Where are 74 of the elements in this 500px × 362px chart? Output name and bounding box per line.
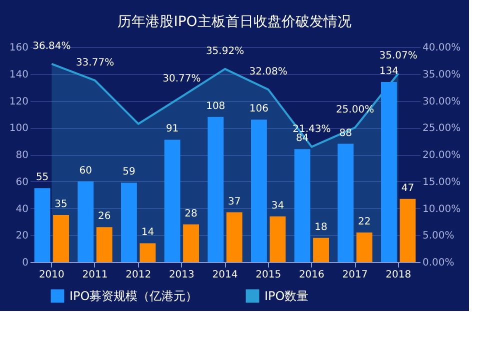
bar	[164, 140, 180, 262]
data-label: 25.00%	[336, 104, 374, 116]
data-label: 134	[379, 66, 399, 77]
y2-tick-label: 40.00%	[422, 42, 461, 54]
data-label: 106	[249, 104, 269, 115]
y-tick-label: 80	[16, 150, 28, 161]
bar	[294, 149, 310, 262]
data-label: 60	[79, 165, 92, 176]
bar	[313, 238, 329, 262]
legend-label: IPO数量	[264, 289, 309, 303]
bar	[53, 214, 69, 262]
x-tick-label: 2018	[386, 270, 412, 280]
data-label: 34	[271, 200, 284, 212]
x-tick-label: 2012	[126, 270, 152, 280]
data-label: 14	[141, 227, 154, 238]
data-label: 59	[122, 166, 136, 178]
data-label: 88	[339, 128, 352, 139]
x-tick-label: 2014	[212, 270, 238, 280]
chart-title: 历年港股IPO主板首日收盘价破发情况	[118, 14, 352, 30]
y-tick-label: 120	[9, 96, 28, 108]
bar	[338, 144, 354, 262]
data-label: 55	[36, 172, 49, 184]
data-label: 26	[98, 211, 111, 222]
data-label: 35.92%	[206, 46, 244, 57]
x-tick-label: 2016	[298, 270, 324, 280]
y2-tick-label: 15.00%	[422, 176, 461, 188]
data-label: 22	[358, 216, 371, 228]
y-tick-label: 20	[16, 230, 28, 242]
bar	[78, 181, 94, 262]
bar	[34, 188, 50, 262]
y-tick-label: 100	[9, 123, 28, 134]
data-label: 84	[296, 133, 309, 144]
bar	[400, 198, 416, 262]
bar	[121, 182, 137, 262]
data-label: 108	[206, 100, 226, 112]
x-tick-label: 2011	[82, 270, 108, 280]
data-label: 36.84%	[32, 40, 71, 52]
data-label: 91	[166, 124, 179, 135]
y2-tick-label: 20.00%	[422, 150, 461, 161]
data-label: 35	[54, 198, 68, 210]
data-label: 32.08%	[249, 66, 288, 78]
data-label: 18	[314, 222, 328, 233]
bar	[356, 232, 372, 262]
y-tick-label: 40	[16, 204, 28, 215]
y-tick-label: 140	[9, 69, 28, 80]
y2-tick-label: 25.00%	[422, 123, 461, 134]
y2-tick-label: 10.00%	[422, 204, 461, 215]
x-tick-label: 2017	[342, 270, 368, 280]
y2-tick-label: 5.00%	[422, 230, 454, 242]
x-tick-label: 2013	[168, 270, 194, 280]
data-label: 33.77%	[76, 57, 114, 68]
x-tick-label: 2015	[256, 270, 282, 280]
x-tick-label: 2010	[38, 270, 64, 280]
y-tick-label: 160	[9, 42, 28, 54]
bar	[96, 227, 112, 262]
data-label: 28	[184, 208, 198, 220]
bar	[226, 212, 242, 262]
bar	[270, 216, 286, 262]
legend-label: IPO募资规模（亿港元）	[70, 289, 198, 303]
data-label: 30.77%	[162, 74, 201, 85]
bar	[140, 243, 156, 262]
y2-tick-label: 0.00%	[422, 258, 454, 268]
data-label: 21.43%	[292, 124, 331, 135]
data-label: 37	[228, 196, 241, 208]
y-tick-label: 0	[22, 258, 28, 268]
bar	[381, 82, 397, 262]
y2-tick-label: 30.00%	[422, 96, 461, 108]
bar	[183, 224, 199, 262]
bar	[251, 120, 267, 262]
data-label: 35.07%	[379, 50, 418, 62]
data-label: 47	[401, 182, 414, 194]
y-tick-label: 60	[16, 176, 28, 188]
bar	[208, 116, 224, 262]
y2-tick-label: 35.00%	[422, 69, 461, 80]
